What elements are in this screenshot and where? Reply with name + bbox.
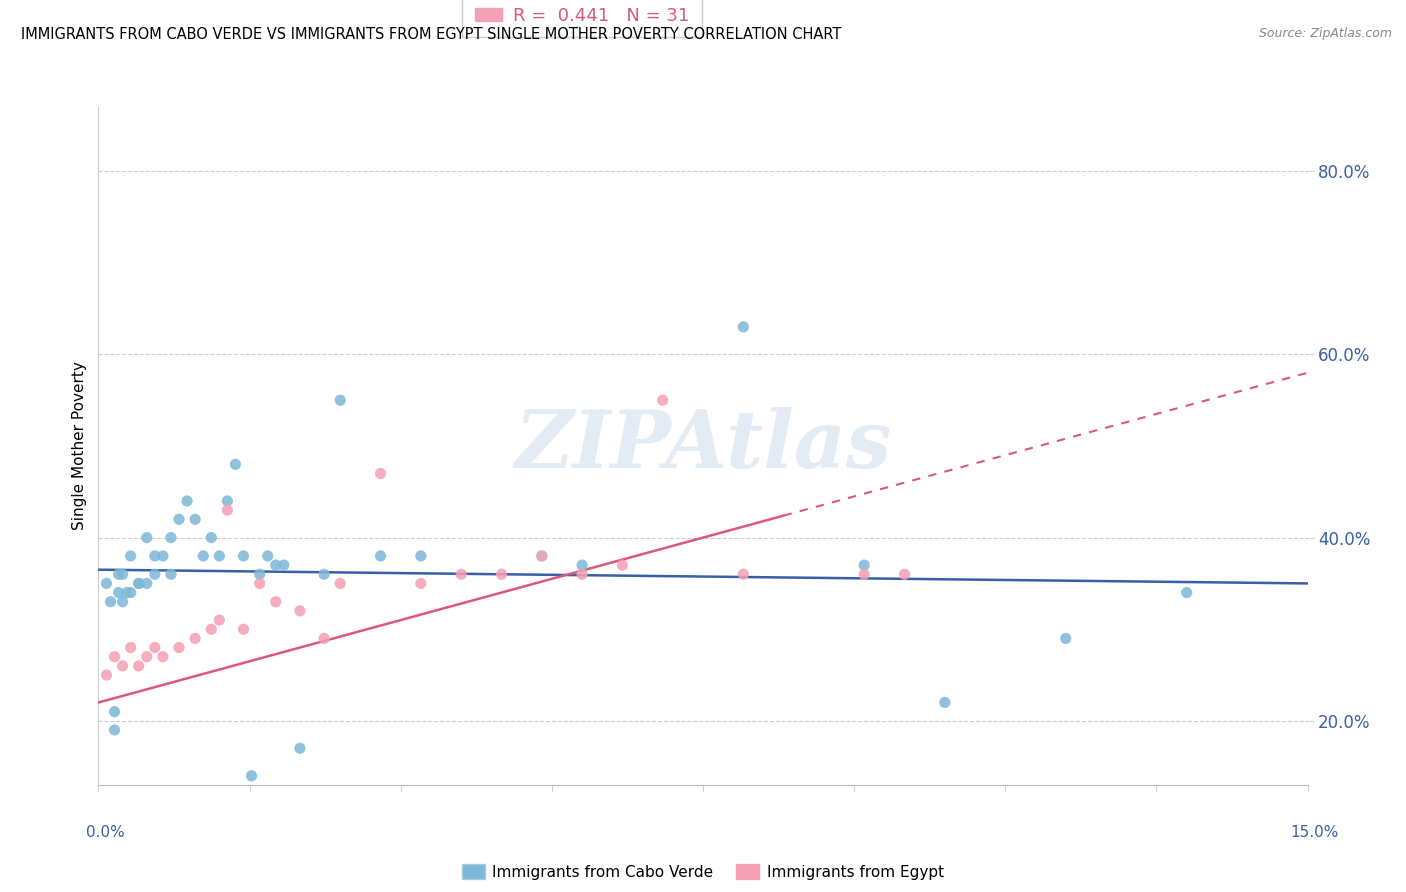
Text: 15.0%: 15.0% — [1291, 825, 1339, 840]
Point — [208, 613, 231, 627]
Y-axis label: Single Mother Poverty: Single Mother Poverty — [72, 361, 87, 531]
Point — [232, 622, 254, 636]
Point — [530, 549, 553, 563]
Point — [167, 512, 190, 526]
Point — [329, 393, 352, 408]
Point — [143, 549, 166, 563]
Point — [143, 567, 166, 582]
Point — [853, 558, 876, 573]
Point — [314, 632, 336, 646]
Point — [107, 585, 129, 599]
Point — [474, 823, 496, 838]
Point — [217, 494, 239, 508]
Point — [135, 531, 157, 545]
Point — [733, 319, 755, 334]
Text: IMMIGRANTS FROM CABO VERDE VS IMMIGRANTS FROM EGYPT SINGLE MOTHER POVERTY CORREL: IMMIGRANTS FROM CABO VERDE VS IMMIGRANTS… — [21, 27, 841, 42]
Point — [160, 567, 183, 582]
Point — [249, 576, 271, 591]
Point — [288, 741, 311, 756]
Point — [200, 531, 222, 545]
Point — [184, 632, 207, 646]
Point — [111, 595, 134, 609]
Point — [115, 585, 138, 599]
Point — [329, 576, 352, 591]
Point — [152, 549, 174, 563]
Point — [273, 558, 295, 573]
Point — [167, 640, 190, 655]
Point — [733, 567, 755, 582]
Point — [853, 567, 876, 582]
Point — [111, 658, 134, 673]
Point — [893, 567, 915, 582]
Point — [200, 622, 222, 636]
Point — [571, 567, 593, 582]
Point — [264, 558, 287, 573]
Point — [409, 576, 432, 591]
Point — [111, 567, 134, 582]
Point — [143, 640, 166, 655]
Point — [571, 558, 593, 573]
Point — [314, 567, 336, 582]
Point — [152, 649, 174, 664]
Point — [530, 549, 553, 563]
Point — [249, 567, 271, 582]
Point — [370, 549, 392, 563]
Point — [120, 549, 142, 563]
Point — [176, 494, 198, 508]
Point — [128, 576, 150, 591]
Point — [160, 531, 183, 545]
Point — [256, 549, 278, 563]
Text: 0.0%: 0.0% — [86, 825, 125, 840]
Point — [1175, 585, 1198, 599]
Point — [240, 769, 263, 783]
Point — [128, 658, 150, 673]
Point — [409, 549, 432, 563]
Point — [224, 458, 246, 472]
Point — [96, 576, 118, 591]
Text: Source: ZipAtlas.com: Source: ZipAtlas.com — [1258, 27, 1392, 40]
Point — [107, 567, 129, 582]
Point — [103, 723, 125, 737]
Point — [120, 585, 142, 599]
Point — [208, 549, 231, 563]
Legend: Immigrants from Cabo Verde, Immigrants from Egypt: Immigrants from Cabo Verde, Immigrants f… — [456, 857, 950, 886]
Point — [135, 649, 157, 664]
Point — [232, 549, 254, 563]
Point — [184, 512, 207, 526]
Point — [491, 567, 513, 582]
Point — [193, 549, 215, 563]
Point — [264, 595, 287, 609]
Point — [135, 576, 157, 591]
Point — [96, 668, 118, 682]
Point — [450, 567, 472, 582]
Point — [612, 558, 634, 573]
Point — [651, 393, 673, 408]
Point — [103, 705, 125, 719]
Text: ZIPAtlas: ZIPAtlas — [515, 408, 891, 484]
Point — [128, 576, 150, 591]
Point — [100, 595, 122, 609]
Point — [217, 503, 239, 517]
Point — [370, 467, 392, 481]
Point — [120, 640, 142, 655]
Point — [934, 696, 956, 710]
Point — [288, 604, 311, 618]
Point — [1054, 632, 1077, 646]
Point — [103, 649, 125, 664]
